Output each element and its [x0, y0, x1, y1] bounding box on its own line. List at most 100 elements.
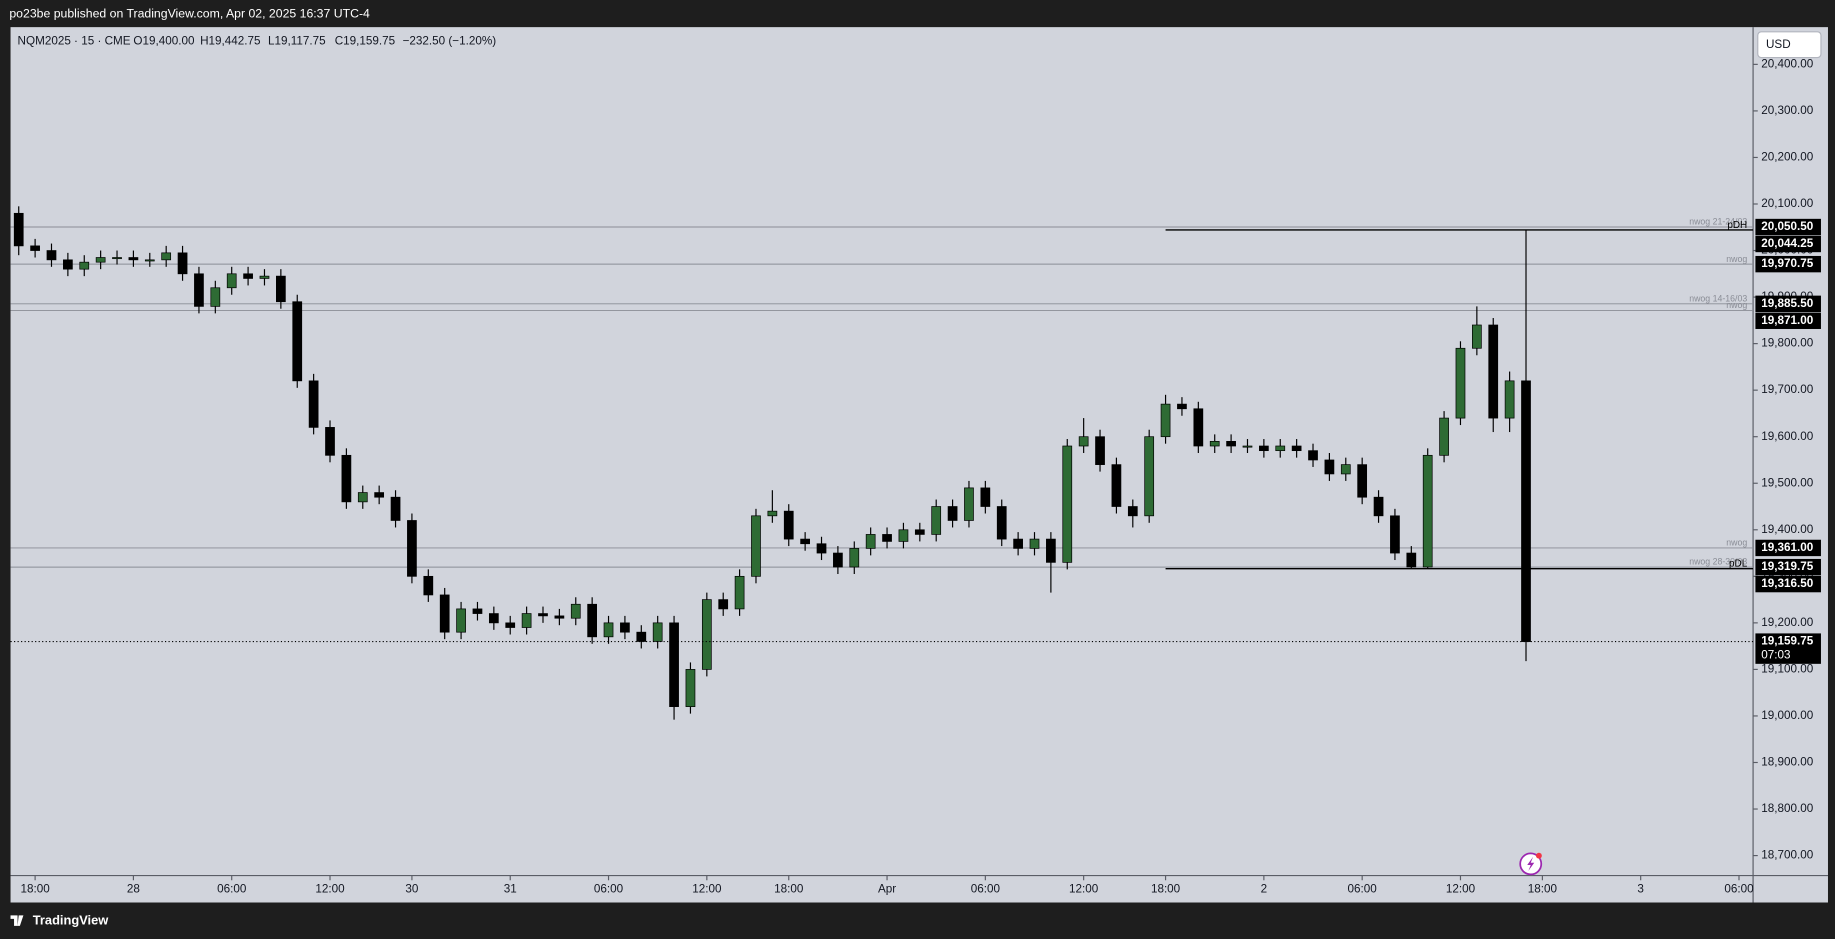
- candle-body: [210, 287, 221, 307]
- level-price: 19,361.00: [1761, 541, 1813, 554]
- candle-body: [456, 608, 466, 633]
- candle-body: [751, 515, 761, 577]
- candle-body: [276, 275, 286, 303]
- brand-icon: [10, 915, 24, 926]
- y-tick-label: 19,800.00: [1761, 337, 1813, 350]
- candle-body: [570, 603, 581, 619]
- candle-body: [374, 492, 385, 498]
- candle-body: [1373, 496, 1384, 517]
- candle-body: [390, 496, 401, 521]
- candle-body: [128, 257, 139, 261]
- candle-body: [652, 622, 663, 642]
- level-price: 19,885.50: [1761, 297, 1813, 310]
- x-tick-label: 31: [504, 883, 517, 896]
- x-tick-label: 3: [1637, 883, 1644, 896]
- y-tick-label: 18,900.00: [1761, 756, 1813, 769]
- level-name: nwog 21-24/03: [1689, 217, 1747, 227]
- legend-open: O19,400.00: [133, 34, 195, 47]
- x-tick-label: 2: [1261, 883, 1268, 896]
- candle-body: [1013, 538, 1023, 549]
- level-price: 19,871.00: [1761, 314, 1813, 327]
- candle-body: [1209, 441, 1220, 447]
- level-price: 19,319.75: [1761, 560, 1813, 573]
- candle-body: [849, 548, 860, 568]
- candle-body: [996, 506, 1007, 540]
- candle-body: [194, 273, 204, 307]
- level-price-box: [1755, 255, 1821, 273]
- candle-body: [292, 301, 303, 382]
- candle-body: [177, 252, 188, 275]
- level-name: nwog 28-30/03: [1689, 557, 1747, 567]
- x-tick-label: 12:00: [1069, 883, 1099, 896]
- x-tick-label: 06:00: [1348, 883, 1378, 896]
- candle-body: [1291, 445, 1302, 452]
- y-tick-label: 20,200.00: [1761, 151, 1813, 164]
- plot: [10, 206, 1754, 720]
- candle-body: [947, 506, 958, 521]
- candle-body: [439, 594, 450, 633]
- candle-body: [1226, 441, 1236, 447]
- chart-pane: [10, 27, 1828, 903]
- candle-body: [1439, 417, 1449, 456]
- candle-body: [816, 543, 827, 554]
- candle-body: [488, 613, 499, 624]
- candle-body: [718, 599, 729, 610]
- last-price: 19,159.75: [1761, 635, 1813, 648]
- candle-body: [1422, 454, 1433, 568]
- level-name: nwog 14-16/03: [1689, 293, 1747, 303]
- level-price-box: [1755, 218, 1821, 236]
- currency-button[interactable]: [1757, 31, 1822, 59]
- y-tick-label: 20,300.00: [1761, 104, 1813, 117]
- y-tick-label: 18,800.00: [1761, 802, 1813, 815]
- candle-body: [964, 487, 974, 521]
- level-price-box: [1755, 312, 1821, 329]
- x-tick-label: Apr: [878, 883, 896, 896]
- candle-body: [1144, 436, 1155, 517]
- publisher-line: po23be published on TradingView.com, Apr…: [9, 7, 370, 21]
- countdown: 07:03: [1761, 649, 1790, 662]
- candle-body: [1406, 552, 1417, 568]
- x-tick-label: 18:00: [1151, 883, 1181, 896]
- candle-body: [357, 492, 368, 503]
- candle-body: [783, 510, 794, 540]
- candle-body: [341, 454, 352, 503]
- candle-body: [1504, 380, 1515, 419]
- legend-close: C19,159.75: [335, 34, 396, 47]
- candle-body: [1259, 445, 1269, 452]
- candle-body: [423, 575, 434, 596]
- candle-body: [636, 631, 647, 642]
- alert-icon[interactable]: [1519, 852, 1543, 876]
- level-price-box: [1755, 575, 1821, 593]
- currency[interactable]: USD: [1766, 38, 1791, 51]
- candle-body: [1078, 436, 1089, 447]
- candle-body: [1111, 464, 1122, 507]
- candle-body: [538, 613, 548, 617]
- candle-body: [1521, 380, 1531, 642]
- candle-body: [669, 622, 679, 707]
- level-name: nwog: [1726, 300, 1747, 310]
- candle-body: [1029, 538, 1040, 549]
- candle-body: [161, 252, 172, 261]
- candle-body: [1095, 436, 1105, 465]
- x-tick-label: 06:00: [971, 883, 1001, 896]
- candle-body: [1193, 408, 1204, 447]
- y-tick-label: 20,100.00: [1761, 197, 1813, 210]
- candle-body: [1455, 347, 1466, 419]
- candle-body: [243, 273, 253, 279]
- candle-body: [226, 273, 237, 289]
- candle-body: [898, 529, 909, 542]
- candle-body: [13, 212, 24, 247]
- alert-dot: [1535, 852, 1542, 859]
- level-price: 20,050.50: [1761, 220, 1813, 233]
- candle-body: [1390, 515, 1400, 554]
- candle-body: [407, 520, 417, 577]
- x-tick-label: 18:00: [1528, 883, 1558, 896]
- candle-body: [914, 529, 925, 535]
- candle-body: [1242, 445, 1253, 448]
- y-tick-label: 18,700.00: [1761, 849, 1813, 862]
- alert-bolt: [1527, 856, 1535, 871]
- candle-body: [325, 427, 335, 456]
- x-tick-label: 12:00: [315, 883, 345, 896]
